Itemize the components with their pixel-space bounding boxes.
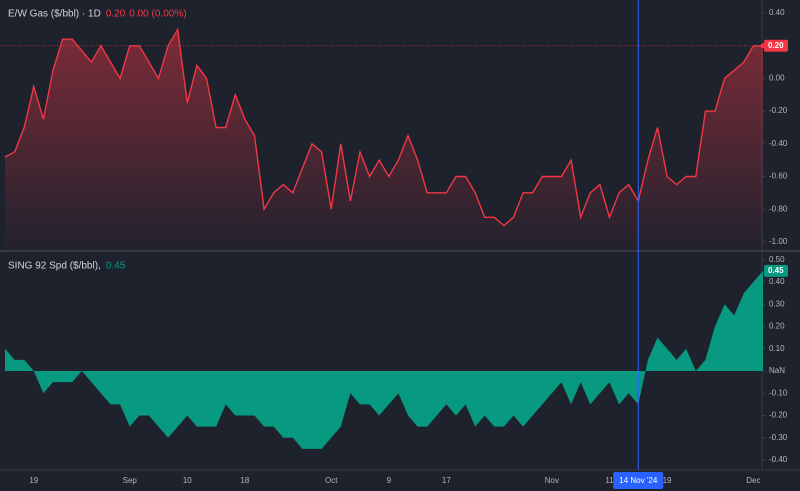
crosshair-tag <box>613 472 664 489</box>
pane-title: E/W Gas ($/bbl) · 1D <box>8 9 101 20</box>
y-tick-label: -0.60 <box>769 172 788 181</box>
x-tick-label: 11 <box>605 476 614 485</box>
x-tick-label: Nov <box>545 476 559 485</box>
y-tick-label: 0.10 <box>769 344 785 353</box>
x-tick-label: 19 <box>29 476 38 485</box>
y-tick-label: NaN <box>769 366 785 375</box>
legend-value: 0.20 <box>106 9 126 20</box>
last-value-label: 0.45 <box>768 266 784 275</box>
y-tick-label: 0.30 <box>769 299 785 308</box>
y-tick-label: -0.10 <box>769 388 788 397</box>
x-tick-label: 18 <box>240 476 249 485</box>
y-tick-label: -0.30 <box>769 433 788 442</box>
x-tick-label: 9 <box>387 476 392 485</box>
area <box>5 270 763 449</box>
y-tick-label: 0.40 <box>769 277 785 286</box>
line <box>4 27 763 227</box>
pane-title: SING 92 Spd ($/bbl), <box>8 261 101 272</box>
y-tick-label: -1.00 <box>769 237 788 246</box>
y-tick-label: -0.40 <box>769 455 788 464</box>
y-tick-label: -0.80 <box>769 204 788 213</box>
y-tick-label: -0.40 <box>769 139 788 148</box>
y-tick-label: 0.40 <box>769 8 785 17</box>
last-value-tag <box>764 39 788 52</box>
last-value-label: 0.20 <box>768 41 784 50</box>
last-value-tag <box>764 264 788 277</box>
y-tick-label: -0.20 <box>769 411 788 420</box>
area <box>5 29 763 251</box>
y-tick-label: -0.20 <box>769 106 788 115</box>
y-tick-label: 0.50 <box>769 255 785 264</box>
x-tick-label: Sep <box>123 476 138 485</box>
x-tick-label: 19 <box>663 476 672 485</box>
y-tick-label: 0.00 <box>769 74 785 83</box>
y-tick-label: 0.20 <box>769 322 785 331</box>
crosshair-label: 14 Nov '24 <box>619 476 658 485</box>
x-tick-label: Dec <box>746 476 760 485</box>
x-tick-label: 17 <box>442 476 451 485</box>
legend-value: 0.45 <box>106 261 126 272</box>
x-tick-label: Oct <box>325 476 338 485</box>
legend-change: 0.00 (0.00%) <box>129 9 186 20</box>
x-tick-label: 10 <box>183 476 192 485</box>
